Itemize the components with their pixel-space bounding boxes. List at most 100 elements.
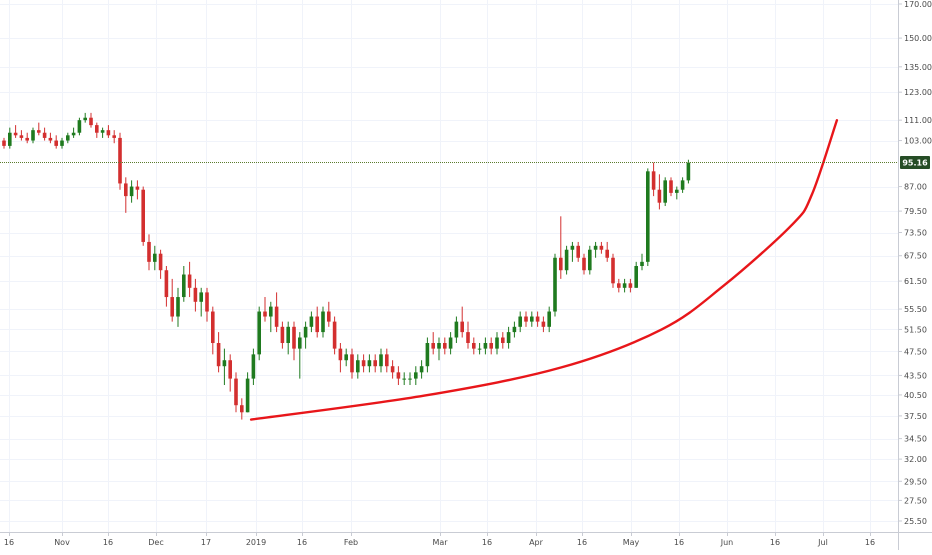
candle xyxy=(559,216,563,279)
candle xyxy=(506,326,511,349)
candle xyxy=(286,321,290,355)
candle-body xyxy=(48,137,53,141)
candle xyxy=(303,321,308,349)
x-tick-label: Dec xyxy=(148,538,163,547)
candle xyxy=(31,127,35,144)
candle-body xyxy=(535,316,540,322)
y-tick-label: 32.00 xyxy=(904,455,927,464)
candle xyxy=(564,245,569,275)
candle xyxy=(251,348,256,386)
candle xyxy=(118,132,122,190)
candle-body xyxy=(686,162,691,181)
candle xyxy=(292,321,296,361)
candle xyxy=(675,186,679,200)
candle-body xyxy=(408,378,412,380)
candle-body xyxy=(182,274,186,298)
candle xyxy=(425,337,430,373)
candle-body xyxy=(431,343,435,349)
y-tick-label: 61.50 xyxy=(904,277,927,286)
candle-body xyxy=(338,348,343,361)
candle xyxy=(332,316,337,355)
candle xyxy=(112,130,116,144)
candle-body xyxy=(54,140,58,146)
candle-body xyxy=(187,274,192,288)
candle-body xyxy=(385,354,389,367)
candle xyxy=(257,306,261,361)
candle xyxy=(512,321,517,338)
candle-body xyxy=(379,354,383,367)
candle-body xyxy=(31,130,35,141)
x-tick-label: 2019 xyxy=(246,538,266,547)
candle-body xyxy=(77,120,82,133)
candle-body xyxy=(112,135,116,138)
candle-body xyxy=(651,171,656,190)
candle-body xyxy=(559,257,563,271)
candle xyxy=(269,301,273,333)
candle-body xyxy=(472,343,476,349)
candle xyxy=(182,266,186,302)
y-tick-label: 135.00 xyxy=(904,63,932,72)
candle-body xyxy=(199,292,203,302)
candle-body xyxy=(124,183,128,197)
candle xyxy=(234,372,238,413)
y-tick-label: 25.50 xyxy=(904,517,927,526)
candle-body xyxy=(2,140,6,146)
candle-body xyxy=(222,360,227,367)
candle-body xyxy=(83,117,87,121)
candle-body xyxy=(309,316,314,327)
y-tick-label: 55.50 xyxy=(904,305,927,314)
candle-body xyxy=(19,135,24,138)
candle-body xyxy=(280,326,285,344)
candle xyxy=(2,137,6,149)
candle xyxy=(141,186,145,246)
candle-body xyxy=(106,130,111,136)
candle xyxy=(431,332,435,355)
candle-body xyxy=(240,405,244,413)
candle xyxy=(245,372,250,413)
candle xyxy=(489,337,493,355)
x-tick-label: Nov xyxy=(54,538,70,547)
candle xyxy=(472,337,476,355)
candle xyxy=(622,278,627,293)
candle-body xyxy=(327,311,331,322)
candle xyxy=(19,130,24,141)
candle-body xyxy=(541,321,546,327)
candle-body xyxy=(576,245,580,258)
candle-body xyxy=(518,316,522,327)
y-tick-label: 27.50 xyxy=(904,496,927,505)
candle xyxy=(535,311,540,327)
candle xyxy=(390,360,395,379)
candle xyxy=(216,332,221,373)
candle xyxy=(8,127,12,149)
candle xyxy=(153,245,157,271)
candle-body xyxy=(477,348,482,350)
candle xyxy=(124,177,128,213)
candle xyxy=(419,360,424,379)
candle xyxy=(530,311,534,327)
candle-body xyxy=(396,372,401,379)
candle xyxy=(680,177,685,193)
candle-body xyxy=(13,132,18,136)
x-tick-label: Jul xyxy=(817,538,828,547)
candle-body xyxy=(622,283,627,288)
candle xyxy=(263,297,267,322)
candle-body xyxy=(553,257,557,312)
candle-body xyxy=(228,360,232,379)
candle-body xyxy=(443,343,447,349)
candle xyxy=(541,316,546,333)
candle-body xyxy=(25,137,29,141)
candle xyxy=(669,177,673,197)
y-tick-label: 87.00 xyxy=(904,183,927,192)
candle xyxy=(611,253,615,288)
candle xyxy=(385,348,389,373)
candle-body xyxy=(71,132,76,136)
y-tick-label: 79.50 xyxy=(904,207,927,216)
candle xyxy=(605,241,609,262)
candle-body xyxy=(617,283,621,288)
x-tick-label: Apr xyxy=(529,538,544,547)
candle-body xyxy=(193,287,198,302)
x-tick-label: 16 xyxy=(865,538,875,547)
last-price-label: 95.16 xyxy=(902,159,928,168)
candle xyxy=(553,253,557,317)
